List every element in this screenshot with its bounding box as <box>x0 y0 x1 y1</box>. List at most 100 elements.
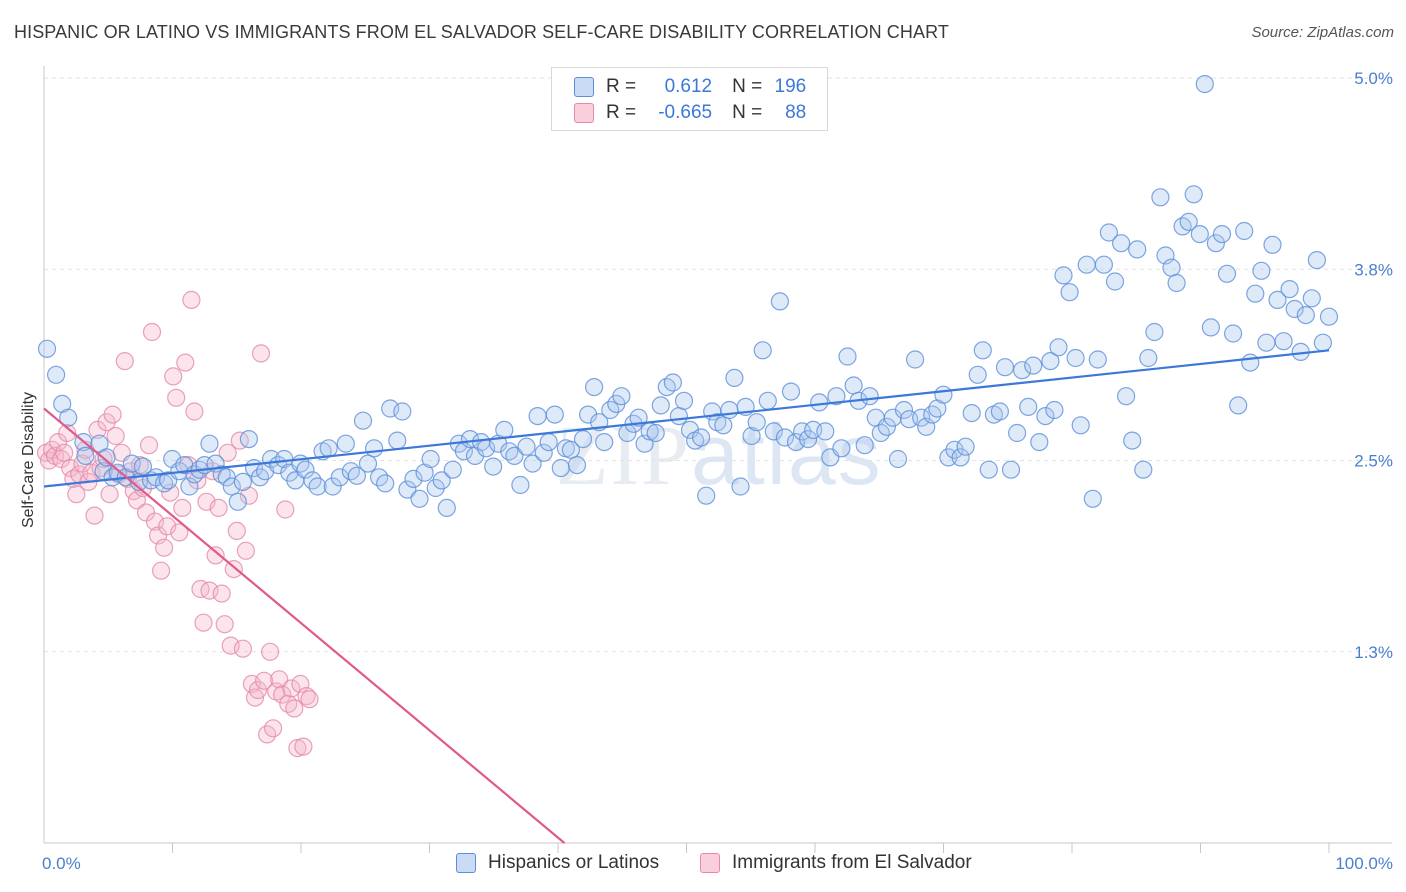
el-salvador-point <box>167 388 186 407</box>
hispanic-point <box>669 407 689 426</box>
hispanic-point <box>534 443 553 462</box>
hispanic-point <box>990 402 1010 421</box>
hispanic-point <box>410 489 429 508</box>
hispanic-point <box>1190 225 1209 244</box>
el-salvador-point <box>142 322 162 342</box>
el-salvador-point <box>297 686 316 706</box>
hispanic-point <box>1206 234 1226 253</box>
el-salvador-point <box>115 352 134 371</box>
hispanic-point <box>832 439 851 458</box>
el-salvador-point <box>255 671 274 690</box>
hispanic-point <box>545 405 564 424</box>
hispanic-point <box>528 407 547 426</box>
hispanic-point <box>612 387 631 406</box>
hispanic-point <box>844 376 863 395</box>
el-salvador-trend-line <box>43 407 566 844</box>
el-salvador-point <box>212 584 231 603</box>
bottom-legend-swatch-pink <box>700 853 720 873</box>
hispanic-point <box>923 405 942 424</box>
hispanic-point <box>674 391 694 410</box>
axes <box>43 66 1392 853</box>
hispanic-point <box>1066 348 1085 368</box>
el-salvador-point <box>155 538 174 557</box>
el-salvador-point <box>288 738 307 758</box>
y-tick-label: 1.3% <box>1354 643 1393 662</box>
el-salvador-point <box>176 353 195 372</box>
trend-lines <box>43 349 1330 844</box>
el-salvador-point <box>264 719 283 738</box>
hispanic-point <box>1179 212 1198 231</box>
hispanic-point <box>46 365 66 384</box>
hispanic-point <box>1088 350 1107 369</box>
hispanic-point <box>934 385 953 404</box>
el-salvador-point <box>261 642 280 661</box>
hispanic-point <box>838 347 857 366</box>
el-salvador-point <box>230 431 249 450</box>
hispanic-point <box>1045 400 1064 420</box>
y-axis-title: Self-Care Disability <box>20 392 37 528</box>
hispanic-point <box>1134 460 1153 479</box>
el-salvador-point <box>215 615 234 634</box>
hispanic-point <box>336 434 355 453</box>
hispanic-point <box>1071 416 1090 435</box>
legend-row-el-salvador: R = -0.665 N = 88 <box>574 101 806 125</box>
el-salvador-point <box>173 498 192 517</box>
hispanic-point <box>753 341 772 360</box>
hispanic-point <box>505 446 524 465</box>
hispanic-point <box>76 446 95 465</box>
el-salvador-point <box>103 405 122 424</box>
hispanic-point <box>1229 396 1248 415</box>
el-salvador-point <box>170 523 189 542</box>
hispanic-point <box>1268 290 1287 309</box>
hispanic-point <box>398 480 417 499</box>
legend-r-value: -0.665 <box>658 102 713 123</box>
hispanic-point <box>1184 185 1203 204</box>
hispanic-point <box>758 391 777 410</box>
bottom-legend-label-el-salvador: Immigrants from El Salvador <box>732 852 972 873</box>
hispanic-point <box>781 382 801 401</box>
hispanic-point <box>1307 251 1327 270</box>
hispanic-point <box>1296 306 1315 325</box>
hispanic-point <box>770 292 790 311</box>
hispanic-point <box>714 416 733 435</box>
hispanic-point <box>1201 318 1221 337</box>
hispanic-point <box>1036 407 1055 426</box>
el-salvador-point <box>209 498 228 517</box>
hispanic-point <box>296 460 315 479</box>
hispanic-point <box>1024 356 1043 375</box>
series-hispanic-points <box>37 74 1339 517</box>
hispanic-point <box>1128 240 1147 259</box>
hispanic-point <box>979 460 998 479</box>
el-salvador-point <box>270 670 289 689</box>
hispanic-point <box>200 434 219 453</box>
bottom-legend-label-hispanic: Hispanics or Latinos <box>488 852 660 873</box>
hispanic-point <box>584 378 604 397</box>
hispanic-point <box>308 477 327 496</box>
hispanic-point <box>561 440 581 459</box>
watermark: ZIPatlas <box>556 405 883 505</box>
hispanic-point <box>1235 221 1254 241</box>
el-salvador-point <box>191 579 210 599</box>
hispanic-point <box>443 460 462 479</box>
hispanic-point <box>905 350 925 369</box>
hispanic-point <box>37 339 57 358</box>
bottom-legend-swatch-blue <box>456 853 476 873</box>
legend-n-value: 196 <box>774 76 807 97</box>
el-salvador-point <box>185 402 204 421</box>
hispanic-point <box>968 365 987 384</box>
hispanic-point <box>1241 353 1260 372</box>
hispanic-point <box>747 413 766 432</box>
hispanic-point <box>1041 352 1060 371</box>
source-label: Source: ZipAtlas.com <box>1251 24 1394 41</box>
hispanic-point <box>323 477 342 496</box>
hispanic-point <box>353 411 373 430</box>
hispanic-point <box>239 430 258 449</box>
legend-r-value: 0.612 <box>664 76 713 97</box>
hispanic-point <box>810 393 829 412</box>
hispanic-point <box>888 449 908 469</box>
hispanic-point <box>1094 255 1114 274</box>
x-tick-label: 0.0% <box>42 854 81 873</box>
el-salvador-point <box>152 561 171 580</box>
hispanic-point <box>1007 423 1027 443</box>
